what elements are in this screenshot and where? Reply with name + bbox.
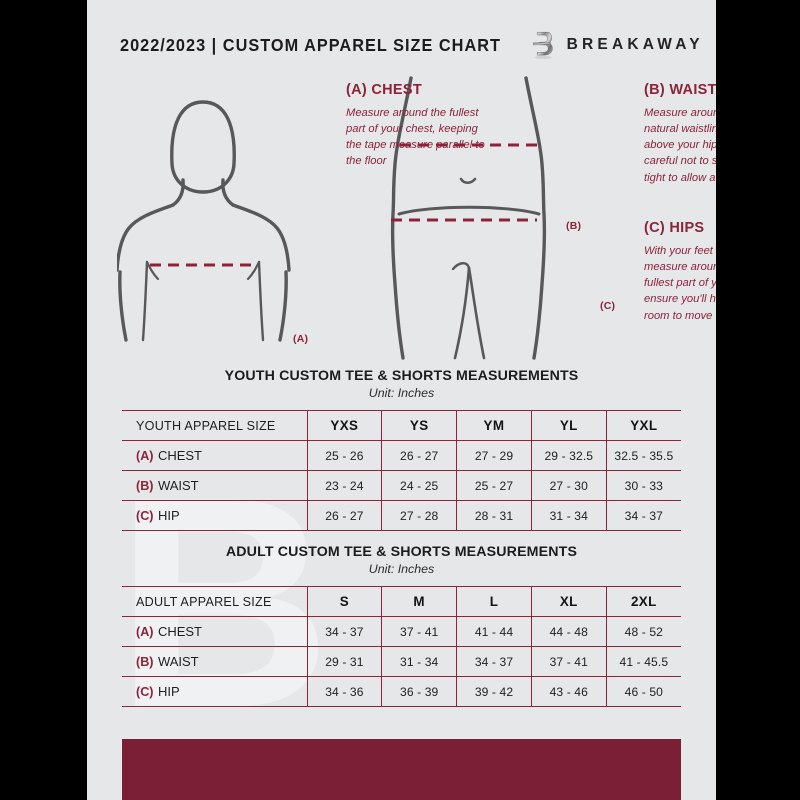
male-torso-figure-icon bbox=[117, 100, 291, 342]
adult-row-header-label: ADULT APPAREL SIZE bbox=[122, 586, 307, 617]
adult-col-s: S bbox=[306, 586, 382, 617]
size-chart-page: B 2022/2023 | CUSTOM APPAREL SIZE CHART bbox=[87, 0, 716, 800]
callout-waist: (B) WAIST Measure around your natural wa… bbox=[644, 82, 716, 186]
table-row: (C) HIP 34 - 36 36 - 39 39 - 42 43 - 46 … bbox=[122, 676, 681, 707]
callout-hips-heading: (C) HIPS bbox=[644, 220, 705, 236]
adult-row-waist-label: (B) WAIST bbox=[122, 646, 307, 677]
page-header: 2022/2023 | CUSTOM APPAREL SIZE CHART bbox=[120, 28, 700, 62]
youth-row-waist-label: (B) WAIST bbox=[122, 470, 307, 501]
youth-col-ym: YM bbox=[456, 410, 532, 441]
callout-waist-body: Measure around your natural waistline – … bbox=[644, 107, 716, 184]
youth-row-chest-label: (A) CHEST bbox=[122, 440, 307, 471]
adult-row-chest-label: (A) CHEST bbox=[122, 616, 307, 647]
adult-col-xl: XL bbox=[530, 586, 607, 617]
table-row: (B) WAIST 23 - 24 24 - 25 25 - 27 27 - 3… bbox=[122, 470, 681, 501]
adult-col-m: M bbox=[381, 586, 457, 617]
youth-measurements-section: YOUTH CUSTOM TEE & SHORTS MEASUREMENTS U… bbox=[122, 368, 681, 531]
male-lower-body-figure-icon bbox=[390, 76, 547, 360]
table-header-row: YOUTH APPAREL SIZE YXS YS YM YL YXL bbox=[122, 410, 681, 441]
youth-col-yxl: YXL bbox=[605, 410, 681, 441]
brand-lockup: BREAKAWAY bbox=[530, 30, 704, 60]
table-row: (C) HIP 26 - 27 27 - 28 28 - 31 31 - 34 … bbox=[122, 500, 681, 531]
page-title: 2022/2023 | CUSTOM APPAREL SIZE CHART bbox=[120, 34, 501, 55]
table-row: (A) CHEST 34 - 37 37 - 41 41 - 44 44 - 4… bbox=[122, 616, 681, 647]
youth-row-header-label: YOUTH APPAREL SIZE bbox=[122, 410, 307, 441]
brand-name: BREAKAWAY bbox=[566, 36, 704, 53]
adult-measurements-section: ADULT CUSTOM TEE & SHORTS MEASUREMENTS U… bbox=[122, 544, 681, 707]
table-row: (A) CHEST 25 - 26 26 - 27 27 - 29 29 - 3… bbox=[122, 440, 681, 471]
table-row: (B) WAIST 29 - 31 31 - 34 34 - 37 37 - 4… bbox=[122, 646, 681, 677]
measurement-illustrations: (A) (B) (C) bbox=[87, 72, 716, 362]
hips-dimension-label: (C) bbox=[600, 300, 616, 312]
youth-row-hip-label: (C) HIP bbox=[122, 500, 307, 531]
callout-chest-heading: (A) CHEST bbox=[346, 82, 422, 98]
callout-chest-body: Measure around the fullest part of your … bbox=[346, 107, 485, 168]
callout-hips-body: With your feet together, measure around … bbox=[644, 245, 716, 322]
youth-size-table: YOUTH APPAREL SIZE YXS YS YM YL YXL (A) … bbox=[122, 410, 681, 531]
adult-row-hip-label: (C) HIP bbox=[122, 676, 307, 707]
footer-banner bbox=[122, 739, 681, 800]
adult-col-l: L bbox=[456, 586, 532, 617]
adult-table-title: ADULT CUSTOM TEE & SHORTS MEASUREMENTS bbox=[225, 544, 578, 560]
callout-chest: (A) CHEST Measure around the fullest par… bbox=[346, 82, 486, 170]
adult-size-table: ADULT APPAREL SIZE S M L XL 2XL (A) CHES… bbox=[122, 586, 681, 707]
callout-waist-heading: (B) WAIST bbox=[644, 82, 716, 98]
table-header-row: ADULT APPAREL SIZE S M L XL 2XL bbox=[122, 586, 681, 617]
callout-hips: (C) HIPS With your feet together, measur… bbox=[644, 220, 716, 324]
waist-dimension-label: (B) bbox=[566, 220, 582, 232]
adult-table-unit: Unit: Inches bbox=[368, 562, 435, 576]
youth-col-ys: YS bbox=[381, 410, 457, 441]
youth-table-unit: Unit: Inches bbox=[368, 386, 435, 400]
adult-col-2xl: 2XL bbox=[605, 586, 681, 617]
chest-dimension-label: (A) bbox=[293, 333, 309, 345]
youth-table-title: YOUTH CUSTOM TEE & SHORTS MEASUREMENTS bbox=[224, 368, 579, 384]
breakaway-b-logo-icon bbox=[530, 30, 556, 60]
youth-col-yl: YL bbox=[530, 410, 607, 441]
youth-col-yxs: YXS bbox=[306, 410, 382, 441]
